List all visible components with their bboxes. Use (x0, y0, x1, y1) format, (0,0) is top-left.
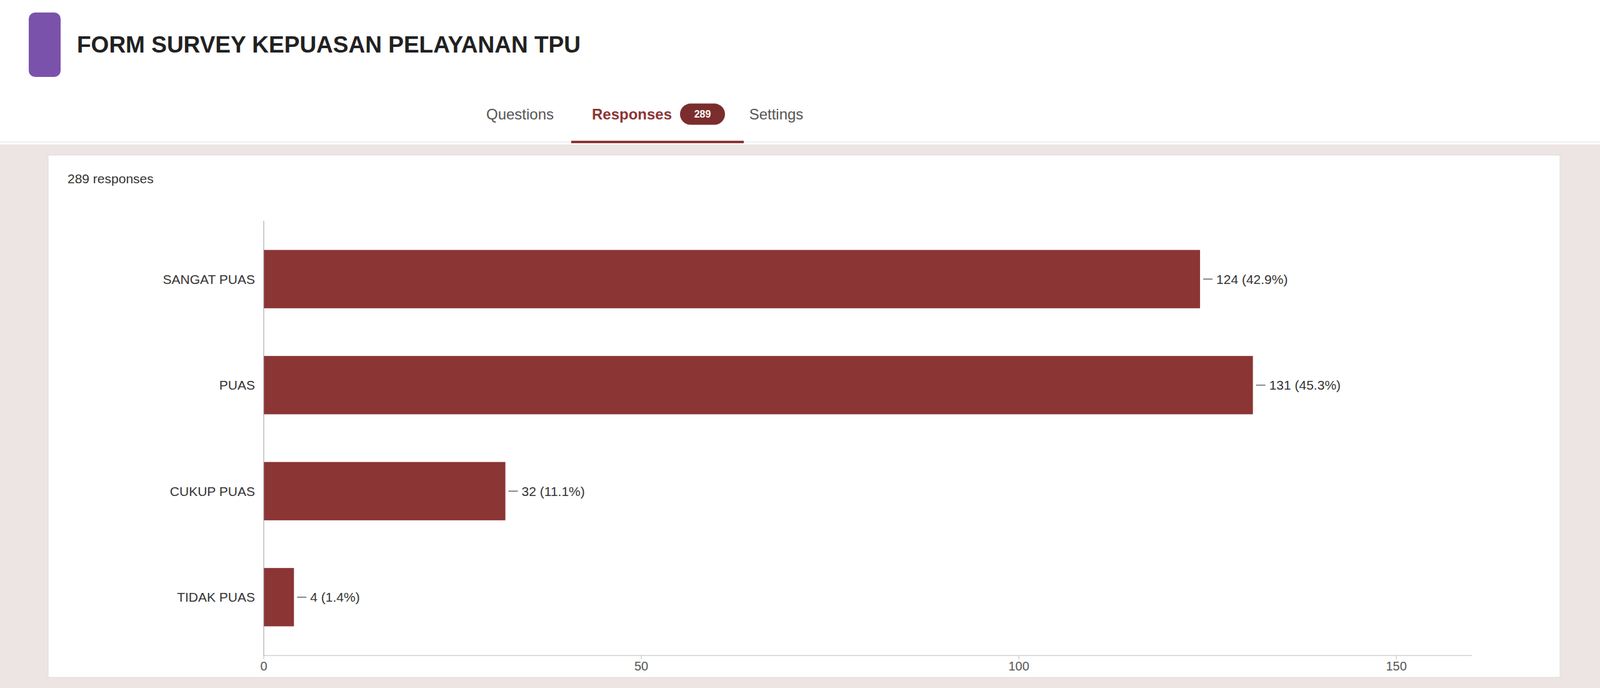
form-icon (28, 12, 61, 77)
tab-underline (571, 140, 744, 144)
tab-responses[interactable]: Responses (591, 105, 672, 123)
card (48, 155, 1560, 677)
x-tick-label: 100 (1008, 658, 1029, 673)
label-dash (1203, 278, 1213, 280)
x-tick-label: 150 (1386, 658, 1407, 673)
tab-questions[interactable]: Questions (486, 105, 554, 123)
category-label: CUKUP PUAS (170, 483, 255, 499)
x-tick (1018, 655, 1020, 659)
x-tick-label: 0 (260, 658, 267, 673)
category-label: PUAS (219, 377, 255, 392)
bar (263, 250, 1200, 309)
data-label: 32 (11.1%) (521, 483, 585, 499)
category-label: SANGAT PUAS (163, 271, 255, 287)
x-tick-label: 50 (634, 658, 649, 673)
subtitle: 289 responses (67, 171, 154, 186)
page-root: FORM SURVEY KEPUASAN PELAYANAN TPU Questi… (0, 0, 1600, 688)
bars (263, 250, 1254, 627)
x-axis: 0 50 100 150 (260, 220, 1472, 673)
page-background (0, 0, 1600, 688)
header-background (0, 0, 1600, 145)
label-dash (1256, 384, 1266, 386)
category-label: TIDAK PUAS (176, 589, 255, 604)
chart-svg: FORM SURVEY KEPUASAN PELAYANAN TPU Questi… (0, 0, 1600, 688)
badge-count: 289 (694, 108, 712, 120)
tab-settings[interactable]: Settings (749, 105, 804, 123)
x-tick (1396, 655, 1397, 659)
bar (263, 461, 506, 520)
x-tick (263, 655, 265, 659)
x-tick (641, 655, 642, 659)
labels: 124 (42.9%) SANGAT PUAS 131 (45.3%) PUAS 32 … (163, 271, 1341, 605)
label-dash (508, 490, 519, 492)
bar (263, 355, 1254, 414)
data-label: 131 (45.3%) (1269, 377, 1341, 392)
zero-line (263, 220, 265, 655)
data-label: 4 (1.4%) (310, 589, 360, 604)
x-axis-line (263, 655, 1472, 656)
tab-border (0, 141, 1600, 143)
data-label: 124 (42.9%) (1216, 271, 1288, 287)
bar (263, 567, 294, 626)
response-badge (680, 103, 725, 125)
label-dash (296, 596, 307, 598)
title: FORM SURVEY KEPUASAN PELAYANAN TPU (76, 31, 581, 58)
